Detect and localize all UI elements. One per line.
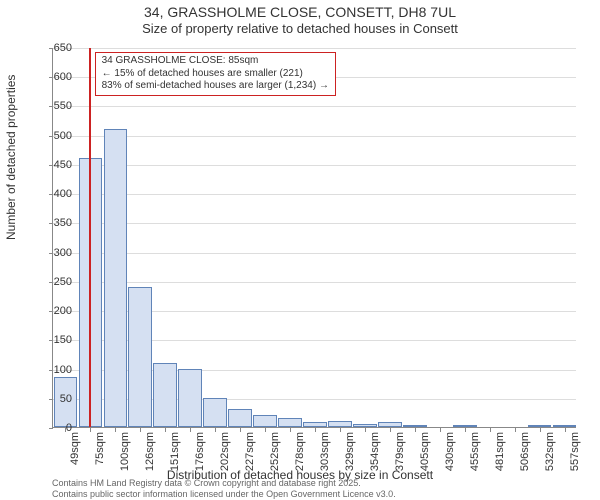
ytick-label: 250 [32,276,72,288]
ytick-label: 550 [32,100,72,112]
xtick-mark [490,428,491,432]
xtick-mark [365,428,366,432]
xtick-mark [115,428,116,432]
xtick-label: 455sqm [469,432,481,471]
xtick-label: 202sqm [219,432,231,471]
gridline [53,223,576,224]
xtick-label: 430sqm [444,432,456,471]
xtick-mark [140,428,141,432]
chart-title: 34, GRASSHOLME CLOSE, CONSETT, DH8 7UL [0,4,600,20]
xtick-label: 49sqm [69,432,81,465]
ytick-label: 500 [32,130,72,142]
xtick-mark [215,428,216,432]
histogram-bar [228,409,252,427]
histogram-bar [328,421,352,427]
histogram-bar [203,398,227,427]
xtick-label: 557sqm [569,432,581,471]
xtick-mark [540,428,541,432]
ytick-label: 600 [32,71,72,83]
xtick-label: 506sqm [519,432,531,471]
xtick-label: 405sqm [419,432,431,471]
gridline [53,106,576,107]
xtick-mark [290,428,291,432]
xtick-mark [565,428,566,432]
xtick-mark [165,428,166,432]
xtick-label: 176sqm [194,432,206,471]
ytick-label: 400 [32,188,72,200]
ytick-label: 300 [32,247,72,259]
xtick-label: 303sqm [319,432,331,471]
gridline [53,194,576,195]
chart-container: 34, GRASSHOLME CLOSE, CONSETT, DH8 7UL S… [0,0,600,500]
chart-area: 49sqm75sqm100sqm126sqm151sqm176sqm202sqm… [52,48,576,428]
xtick-label: 278sqm [294,432,306,471]
xtick-label: 126sqm [144,432,156,471]
gridline [53,282,576,283]
xtick-label: 481sqm [494,432,506,471]
xtick-label: 151sqm [169,432,181,471]
xtick-label: 75sqm [94,432,106,465]
xtick-mark [240,428,241,432]
ytick-label: 100 [32,364,72,376]
xtick-mark [465,428,466,432]
xtick-mark [315,428,316,432]
title-block: 34, GRASSHOLME CLOSE, CONSETT, DH8 7UL S… [0,0,600,36]
histogram-bar [378,422,402,427]
xtick-mark [190,428,191,432]
xtick-label: 354sqm [369,432,381,471]
histogram-bar [453,425,477,427]
xtick-label: 532sqm [544,432,556,471]
histogram-bar [104,129,128,427]
histogram-bar [303,422,327,427]
gridline [53,48,576,49]
footer-line: Contains public sector information licen… [52,489,396,500]
xtick-mark [390,428,391,432]
annotation-line: 34 GRASSHOLME CLOSE: 85sqm [102,55,329,68]
annotation-box: 34 GRASSHOLME CLOSE: 85sqm← 15% of detac… [95,52,336,96]
xtick-label: 379sqm [394,432,406,471]
histogram-bar [278,418,302,427]
ytick-label: 450 [32,159,72,171]
footer-line: Contains HM Land Registry data © Crown c… [52,478,396,489]
gridline [53,165,576,166]
histogram-bar [553,425,577,427]
ytick-label: 150 [32,334,72,346]
y-axis-label: Number of detached properties [4,75,18,240]
histogram-bar [153,363,177,427]
footer-attribution: Contains HM Land Registry data © Crown c… [52,478,396,500]
xtick-label: 100sqm [119,432,131,471]
ytick-label: 0 [32,422,72,434]
histogram-bar [403,425,427,427]
xtick-mark [90,428,91,432]
plot-area: 49sqm75sqm100sqm126sqm151sqm176sqm202sqm… [52,48,576,428]
xtick-mark [340,428,341,432]
xtick-mark [515,428,516,432]
ytick-label: 650 [32,42,72,54]
property-marker-line [89,48,91,427]
ytick-label: 200 [32,305,72,317]
histogram-bar [253,415,277,427]
ytick-label: 50 [32,393,72,405]
xtick-label: 227sqm [244,432,256,471]
gridline [53,253,576,254]
annotation-line: ← 15% of detached houses are smaller (22… [102,68,329,81]
chart-subtitle: Size of property relative to detached ho… [0,21,600,36]
xtick-mark [415,428,416,432]
histogram-bar [178,369,202,427]
gridline [53,136,576,137]
ytick-label: 350 [32,217,72,229]
xtick-mark [265,428,266,432]
xtick-label: 252sqm [269,432,281,471]
xtick-mark [440,428,441,432]
annotation-line: 83% of semi-detached houses are larger (… [102,80,329,93]
histogram-bar [128,287,152,427]
histogram-bar [528,425,552,427]
xtick-label: 329sqm [344,432,356,471]
histogram-bar [353,424,377,427]
